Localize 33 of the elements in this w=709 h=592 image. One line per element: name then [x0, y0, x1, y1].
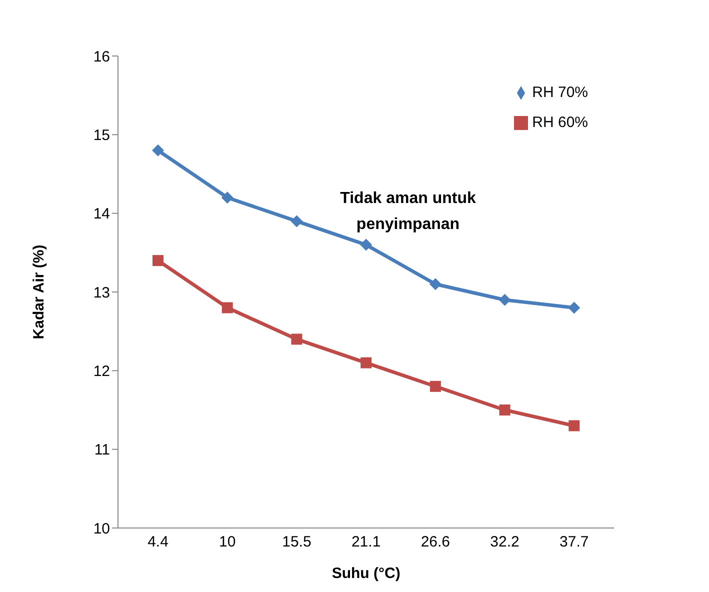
point — [499, 404, 510, 416]
point — [360, 238, 372, 251]
x-axis-title: Suhu (°C) — [332, 565, 400, 582]
x-tick-label: 32.2 — [490, 534, 520, 551]
y-tick-label: 13 — [93, 284, 110, 302]
point — [360, 357, 372, 368]
point — [152, 255, 164, 266]
point — [568, 420, 580, 432]
x-tick-label: 21.1 — [351, 534, 381, 551]
x-tick-label: 26.6 — [420, 534, 450, 551]
point — [152, 144, 164, 156]
y-axis-title: Kadar Air (%) — [30, 244, 48, 340]
point — [222, 302, 233, 314]
y-tick-label: 15 — [93, 126, 110, 144]
point — [430, 380, 441, 392]
legend-label: RH 60% — [532, 114, 588, 131]
y-tick-label: 11 — [94, 442, 110, 459]
point — [429, 278, 442, 290]
point — [290, 215, 303, 228]
x-tick-label: 10 — [219, 534, 236, 551]
y-tick-label: 14 — [93, 206, 110, 223]
point — [221, 192, 234, 204]
x-tick-label: 4.4 — [148, 534, 168, 551]
point — [291, 334, 302, 345]
annotation: Tidak aman untuk penyimpanan — [339, 189, 477, 235]
point — [568, 302, 580, 314]
y-tick-label: 16 — [93, 48, 110, 66]
x-tick-label: 15.5 — [282, 534, 312, 551]
y-tick-label: 12 — [93, 362, 110, 380]
point — [498, 294, 511, 306]
legend-label: RH 70% — [532, 84, 588, 101]
y-tick-label: 10 — [93, 520, 110, 538]
x-tick-label: 37.7 — [560, 534, 589, 551]
